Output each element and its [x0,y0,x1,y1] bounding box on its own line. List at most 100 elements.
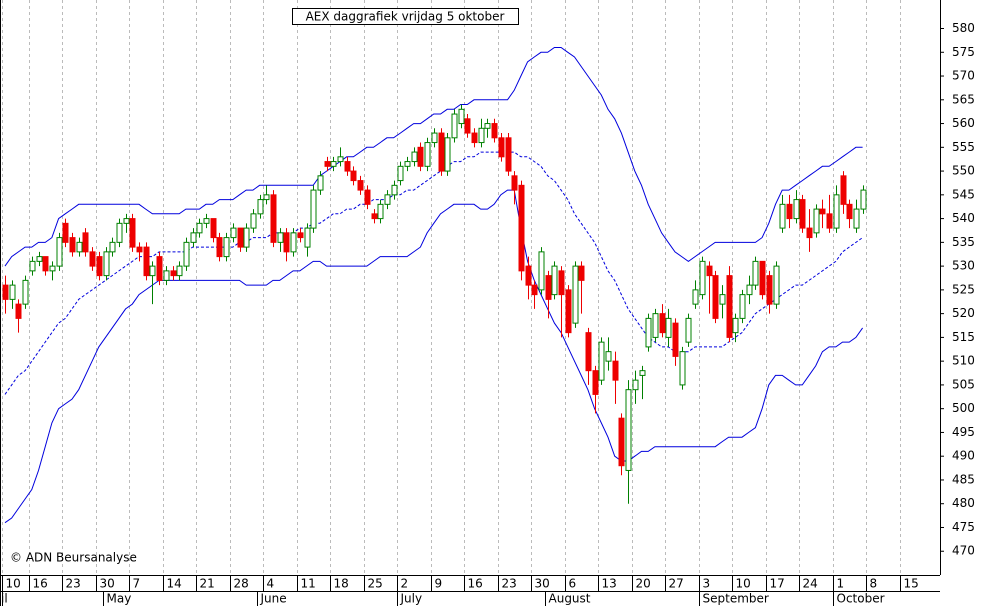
candle-body [170,270,177,277]
candle-body [572,265,579,324]
chart-title: AEX daggrafiek vrijdag 5 oktober [306,10,505,24]
candle-body [411,151,418,163]
candle-body [129,218,136,248]
y-tick-label: 500 [952,401,975,415]
candle-body [297,232,304,239]
candle-body [679,351,686,386]
x-tick-label: 3 [703,577,711,591]
candle-body [404,161,411,167]
candle-body [397,165,404,182]
candle-body [391,184,398,196]
candle-body [706,265,713,277]
candle-body [531,284,538,296]
y-tick-label: 555 [952,140,975,154]
candle-body [76,241,83,253]
candle-body [699,260,706,296]
y-tick-label: 475 [952,520,975,534]
y-tick-label: 535 [952,235,975,249]
x-tick-label: 9 [435,577,443,591]
y-tick-label: 485 [952,472,975,486]
candle-body [458,108,465,125]
candle-layer [2,104,867,504]
candle-body [304,227,311,248]
y-tick-label: 525 [952,282,975,296]
x-tick-label: 8 [870,577,878,591]
candle-body [525,265,532,286]
candle-body [277,232,284,243]
candle-body [819,208,826,215]
candle-body [605,351,612,362]
candle-body [42,256,49,272]
candle-body [69,237,76,253]
candle-body [103,251,110,277]
y-tick-label: 540 [952,211,975,225]
candle-body [203,218,210,224]
candle-body [310,189,317,229]
y-tick-label: 530 [952,259,975,273]
y-tick-label: 545 [952,187,975,201]
candle-body [424,142,431,167]
x-tick-label: 24 [803,577,818,591]
candle-body [431,132,438,144]
candle-body [511,175,518,191]
candle-body [846,203,853,220]
candle-body [29,260,36,272]
y-tick-label: 505 [952,377,975,391]
candle-body [2,284,9,300]
month-label: July [400,592,423,606]
x-tick-label: 27 [669,577,684,591]
candle-body [56,237,63,267]
candle-body [62,222,69,243]
candle-body [163,270,170,281]
y-tick-label: 490 [952,449,975,463]
candle-body [766,275,773,305]
candle-body [786,203,793,220]
candle-body [565,289,572,334]
candle-body [632,379,639,391]
candle-body [357,180,364,191]
candle-body [806,227,813,239]
x-tick-label: 18 [334,577,349,591]
y-tick-label: 560 [952,116,975,130]
candle-body [283,232,290,253]
title-box [292,8,519,25]
month-label: May [107,592,132,606]
candle-body [15,303,22,319]
x-tick-label: 28 [234,577,249,591]
x-tick-label: 11 [301,577,316,591]
candle-body [618,417,625,467]
candle-body [243,227,250,248]
candle-body [639,370,646,376]
candle-body [551,265,558,296]
candle-body [230,227,237,239]
candle-body [451,113,458,139]
candle-body [578,265,585,281]
candle-body [9,284,16,300]
x-tick-label: 25 [368,577,383,591]
candle-body [739,294,746,319]
candle-body [491,123,498,139]
candle-body [143,246,150,277]
candle-body [330,161,337,167]
y-tick-label: 515 [952,330,975,344]
x-tick-label: 16 [468,577,483,591]
candle-body [625,389,632,471]
candle-body [672,322,679,357]
candle-body [592,370,599,395]
candle-body [337,156,344,163]
candle-body [82,232,89,253]
candle-body [290,232,297,253]
candle-body [612,360,619,381]
x-tick-label: 13 [602,577,617,591]
candle-body [779,203,786,229]
y-tick-label: 520 [952,306,975,320]
x-tick-label: 10 [736,577,751,591]
candle-body [270,194,277,243]
candle-body [190,232,197,243]
y-tick-label: 470 [952,544,975,558]
candle-body [478,127,485,144]
bollinger-band [4,151,863,395]
month-label: il [1,592,8,606]
candle-body [96,256,103,277]
candle-body [350,170,357,182]
